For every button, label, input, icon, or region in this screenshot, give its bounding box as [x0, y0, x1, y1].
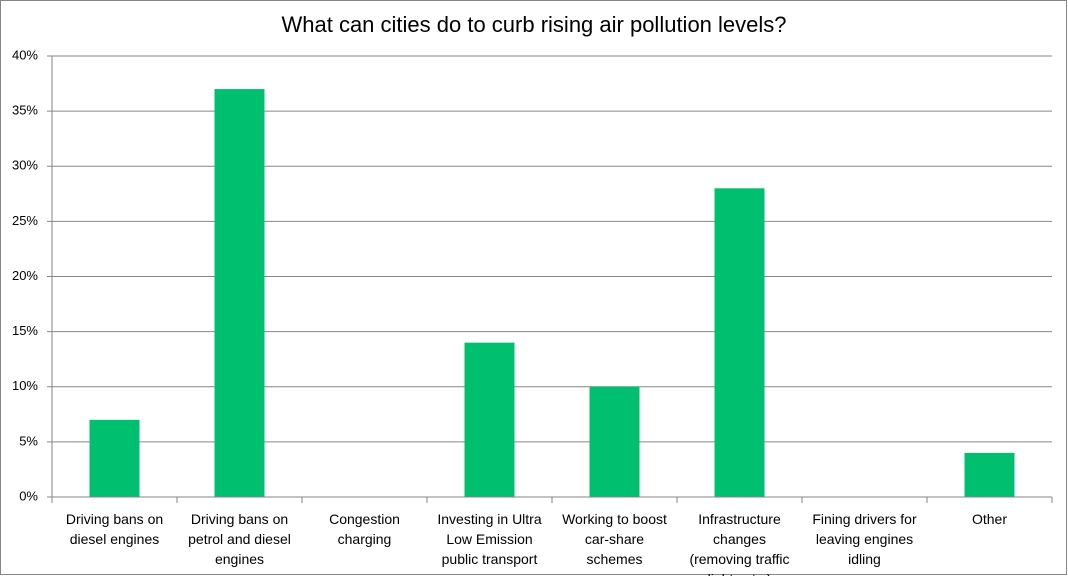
- y-tick-label: 10%: [12, 378, 38, 393]
- bar: [964, 452, 1015, 497]
- y-tick-label: 0%: [19, 488, 38, 503]
- y-tick-label: 40%: [12, 47, 38, 62]
- bar: [89, 419, 140, 497]
- bar: [714, 188, 765, 498]
- y-tick-label: 35%: [12, 103, 38, 118]
- x-tick-label: Investing in Ultra Low Emission public t…: [437, 511, 542, 567]
- x-tick-label: Infrastructure changes (removing traffic…: [689, 511, 790, 576]
- bar: [464, 342, 515, 497]
- x-tick-label: Other: [971, 511, 1007, 527]
- y-tick-label: 15%: [12, 323, 38, 338]
- y-tick-label: 5%: [19, 433, 38, 448]
- y-tick-label: 20%: [12, 268, 38, 283]
- y-tick-label: 30%: [12, 158, 38, 173]
- x-tick-label: Driving bans on petrol and diesel engine…: [188, 511, 291, 567]
- x-tick-label: Congestion charging: [329, 511, 400, 547]
- bar: [214, 89, 265, 497]
- chart-title: What can cities do to curb rising air po…: [281, 12, 786, 37]
- x-tick-label: Working to boost car-share schemes: [562, 511, 667, 567]
- bar: [589, 386, 640, 497]
- x-tick-label: Driving bans on diesel engines: [65, 511, 164, 547]
- y-tick-label: 25%: [12, 213, 38, 228]
- x-tick-label: Fining drivers for leaving engines idlin…: [812, 511, 917, 567]
